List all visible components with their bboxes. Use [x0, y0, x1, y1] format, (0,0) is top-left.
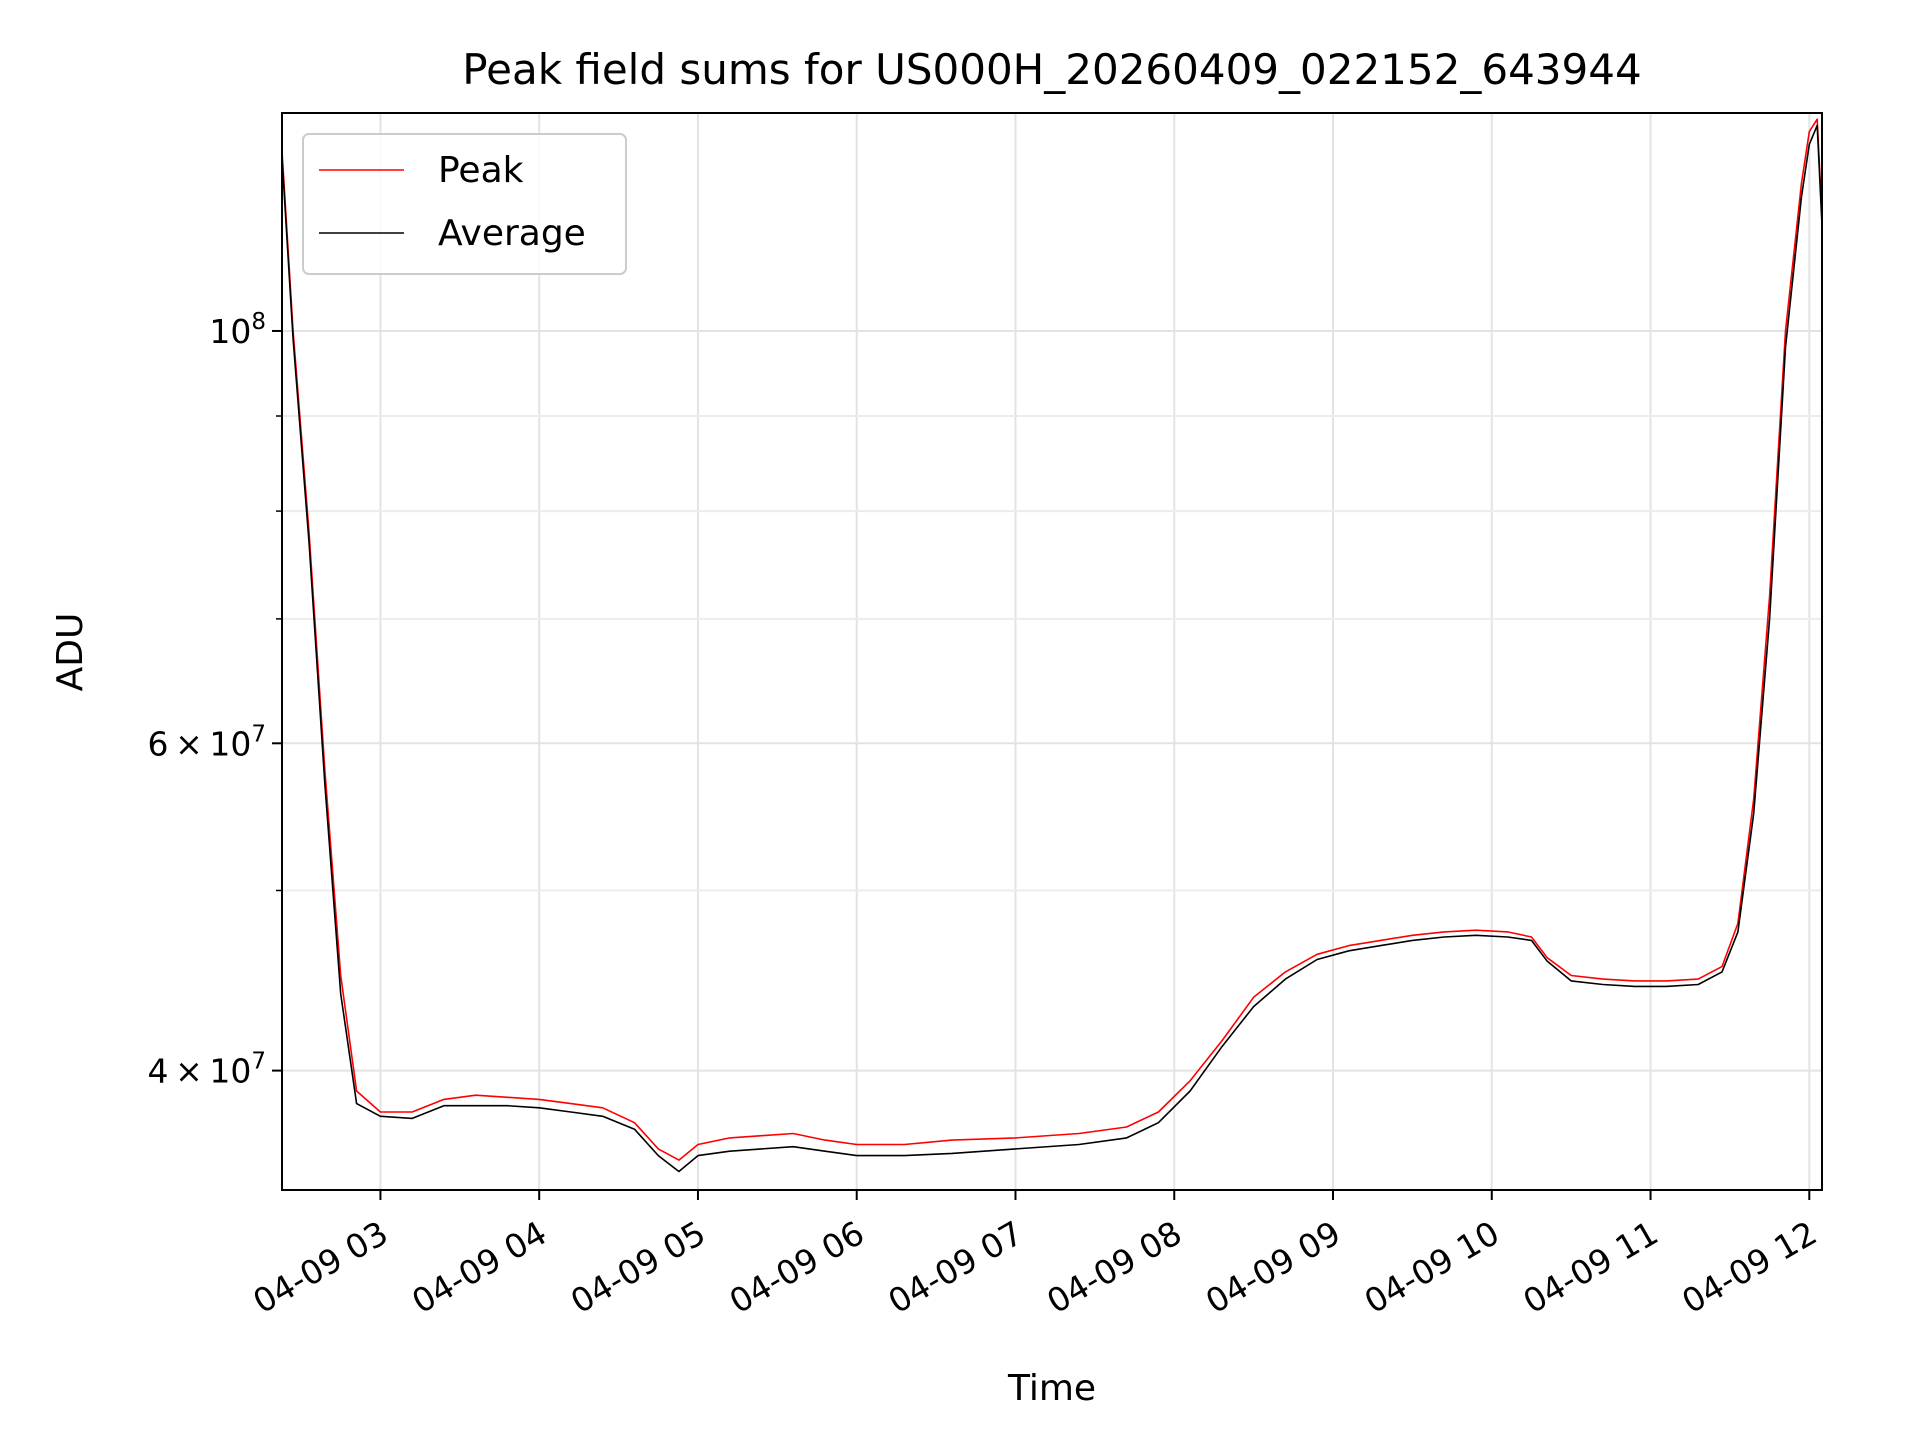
grid	[282, 113, 1822, 1190]
legend-peak-label: Peak	[438, 150, 524, 191]
series-layer	[281, 118, 1823, 1173]
chart-title: Peak field sums for US000H_20260409_0221…	[462, 45, 1641, 94]
series-line-average	[281, 124, 1823, 1173]
y-tick-label: 6 × 107	[148, 721, 266, 763]
y-axis-label: ADU	[50, 613, 91, 692]
legend: Peak Average	[302, 133, 627, 275]
legend-box	[302, 133, 627, 275]
y-axis: 4 × 107 6 × 107 108	[148, 309, 282, 1091]
y-tick-label: 4 × 107	[148, 1049, 266, 1091]
y-tick-label: 108	[209, 309, 266, 351]
series-line-peak	[281, 118, 1823, 1161]
legend-average-label: Average	[438, 213, 586, 254]
x-axis-label: Time	[1007, 1368, 1096, 1409]
plot-frame	[281, 112, 1823, 1191]
